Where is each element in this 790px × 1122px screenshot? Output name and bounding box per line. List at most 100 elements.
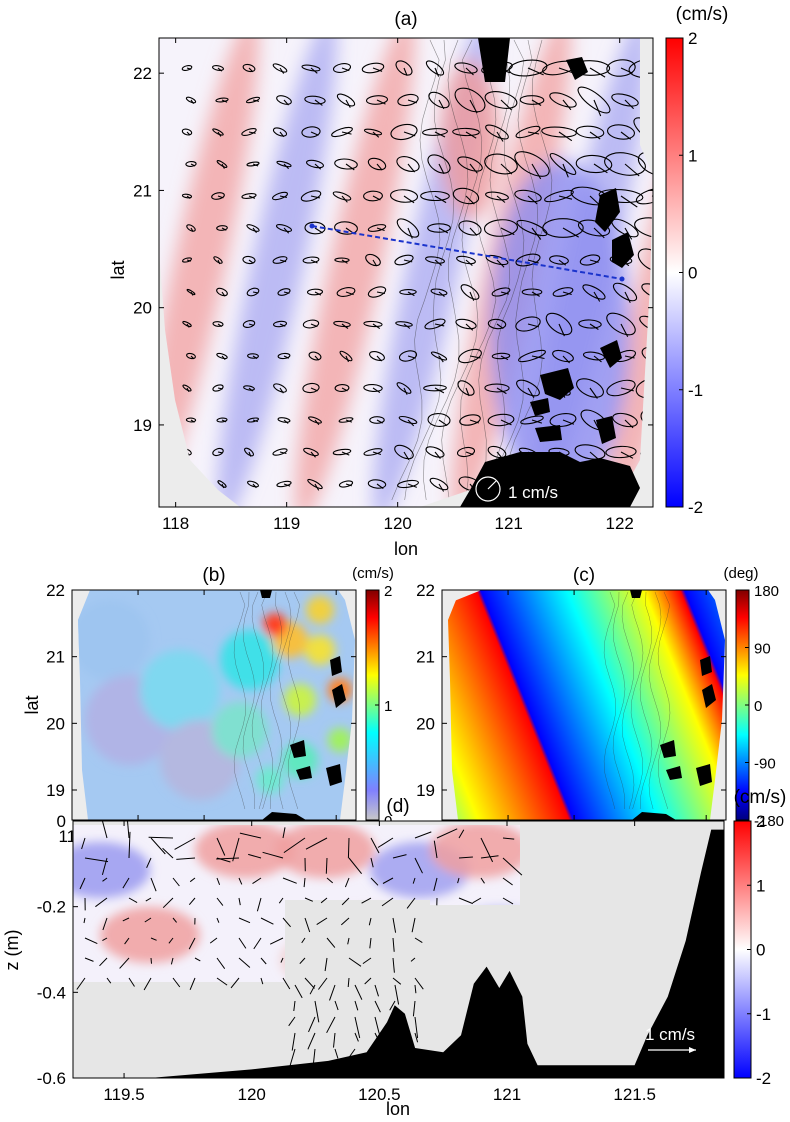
amplitude-hotspot [328,728,352,752]
tidal-ellipse [425,256,445,264]
ellipse-phase-line [589,387,598,399]
ellipse-phase-line [438,483,445,492]
ellipse-phase-line [434,131,446,138]
tidal-ellipse [246,417,260,423]
bathymetry-contour [639,591,653,810]
velocity-vector [176,857,196,860]
ellipse-phase-line [221,419,227,423]
velocity-vector [232,837,240,862]
velocity-vector [282,917,291,928]
velocity-vector [282,877,297,884]
velocity-vector [282,977,291,990]
colorbar-tick-label: -90 [754,756,776,773]
ellipse-phase-line [434,259,442,266]
ellipse-phase-line [500,163,513,175]
ellipse-phase-line [656,292,664,303]
ellipse-phase-line [403,67,408,76]
ellipse-phase-line [310,259,318,264]
tidal-ellipse [338,480,354,488]
velocity-vector [333,1032,336,1048]
ellipse-phase-line [500,291,510,295]
tidal-ellipse [212,65,224,71]
velocity-vector [414,977,424,990]
velocity-vector [148,836,174,839]
tidal-ellipse [363,320,383,328]
velocity-vector [414,937,423,944]
ellipse-phase-line [593,291,601,302]
ellipse-phase-line [252,291,259,294]
ellipse-phase-line [341,67,350,72]
ellipse-phase-line [403,451,410,461]
velocity-vector [502,837,515,840]
velocity-vector [414,1016,419,1039]
tidal-ellipse [607,124,635,140]
tidal-ellipse [276,160,292,168]
x-tick-label: 121 [494,514,522,533]
ellipse-phase-line [190,355,195,360]
tidal-ellipse [458,348,482,364]
tidal-ellipse [484,383,510,393]
ellipse-phase-line [500,419,512,426]
velocity-vector [150,957,152,964]
tidal-ellipse [181,193,193,199]
tidal-ellipse [514,151,550,177]
ellipse-phase-line [345,419,353,423]
ellipse-phase-line [248,323,255,327]
ellipse-phase-line [283,291,290,294]
velocity-vector [433,840,438,859]
ellipse-phase-line [345,355,350,363]
ellipse-phase-line [248,259,254,264]
velocity-vector [216,837,226,856]
ellipse-phase-line [531,355,545,360]
velocity-vector [406,897,416,909]
tidal-ellipse [246,224,260,232]
ellipse-phase-line [341,323,349,329]
panel-d-title: (d) [386,796,409,817]
ellipse-phase-line [248,67,254,73]
velocity-vector [458,897,473,905]
tidal-ellipse [244,447,254,457]
velocity-vector [370,877,379,886]
tidal-ellipse [605,445,637,459]
ellipse-phase-line [217,387,223,390]
tidal-ellipse [332,63,352,73]
tidal-ellipse [367,157,387,171]
ellipse-phase-line [403,259,413,263]
ellipse-phase-line [438,291,445,298]
tidal-ellipse [637,248,653,272]
ellipse-phase-line [531,291,540,297]
tidal-ellipse [216,352,228,360]
velocity-vector [84,857,109,863]
velocity-vector [76,977,86,990]
velocity-vector [361,897,372,904]
island [296,766,312,780]
velocity-vector [289,1048,296,1068]
panel-d-scale-arrowhead [689,1047,696,1053]
ellipse-phase-line [500,355,509,361]
ellipse-phase-line [656,164,666,178]
colorbar-tick-label: 0 [754,698,762,715]
tidal-ellipse [272,320,288,328]
tidal-ellipse [334,384,350,392]
tidal-ellipse [301,64,321,72]
ellipse-phase-line [469,99,478,114]
tidal-ellipse [430,288,448,296]
amplitude-hotspot [305,635,335,665]
velocity-vector [209,937,218,944]
panel-a-axes: 118 119 120 121 122 19 20 21 22 [133,38,653,533]
bathymetry-contour [477,39,525,501]
velocity-vector [502,857,523,876]
amplitude-hotspot [284,684,316,716]
tidal-ellipse [181,128,193,136]
ellipse-phase-line [248,451,252,457]
panel-d: (d) 1 cm/s 119.5 120 120.5 121 121.50-0.2-0.… [2,787,786,1119]
tidal-ellipse [549,413,577,427]
panel-a-scale-label: 1 cm/s [508,483,558,502]
velocity-vector [480,855,499,859]
ellipse-phase-line [217,195,224,199]
ellipse-phase-line [376,483,384,490]
amplitude-band [490,160,630,500]
tidal-ellipse [338,417,354,423]
ellipse-phase-line [190,419,195,423]
velocity-vector [172,877,180,887]
